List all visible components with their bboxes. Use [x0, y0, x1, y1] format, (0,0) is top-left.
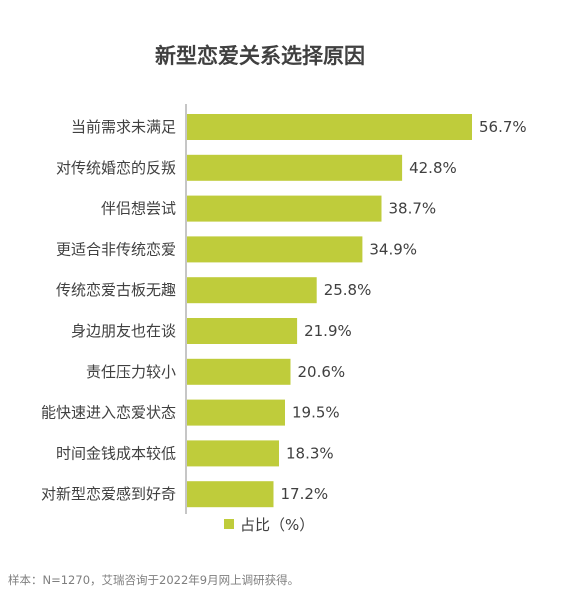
category-label: 身边朋友也在谈 — [71, 322, 176, 340]
bar — [187, 154, 403, 181]
bar-chart: 当前需求未满足 56.7% 对传统婚恋的反叛 42.8% 伴侣想尝试 38.7% 更适合非传… — [41, 104, 527, 534]
legend: 占比（%） — [224, 516, 314, 534]
data-label: 20.6% — [298, 363, 346, 381]
data-label: 17.2% — [281, 485, 329, 503]
category-label: 对新型恋爱感到好奇 — [41, 485, 176, 503]
data-label: 18.3% — [286, 444, 334, 462]
bar — [187, 440, 279, 467]
bar — [187, 114, 472, 140]
bar — [187, 358, 291, 385]
bar — [187, 399, 285, 426]
category-label: 对传统婚恋的反叛 — [56, 159, 176, 177]
data-label: 34.9% — [369, 240, 417, 258]
category-label: 当前需求未满足 — [71, 118, 176, 136]
bar — [187, 277, 317, 304]
bars-group: 当前需求未满足 56.7% 对传统婚恋的反叛 42.8% 伴侣想尝试 38.7% 更适合非传… — [41, 114, 527, 508]
category-label: 传统恋爱古板无趣 — [56, 281, 176, 299]
data-label: 21.9% — [304, 322, 352, 340]
bar — [187, 236, 363, 263]
category-label: 伴侣想尝试 — [101, 200, 176, 218]
category-label: 责任压力较小 — [86, 363, 176, 381]
data-label: 19.5% — [292, 404, 340, 422]
category-label: 能快速进入恋爱状态 — [41, 404, 176, 422]
bar — [187, 318, 298, 344]
bar — [187, 481, 274, 508]
category-label: 更适合非传统恋爱 — [56, 240, 176, 258]
legend-label: 占比（%） — [240, 516, 314, 534]
data-label: 56.7% — [479, 118, 527, 136]
bar — [187, 195, 382, 222]
source-note: 样本：N=1270，艾瑞咨询于2022年9月网上调研获得。 — [8, 573, 300, 587]
legend-swatch — [224, 519, 234, 529]
chart-title: 新型恋爱关系选择原因 — [155, 44, 365, 68]
category-label: 时间金钱成本较低 — [56, 444, 176, 462]
data-label: 38.7% — [389, 200, 437, 218]
data-label: 25.8% — [324, 281, 372, 299]
data-label: 42.8% — [409, 159, 457, 177]
